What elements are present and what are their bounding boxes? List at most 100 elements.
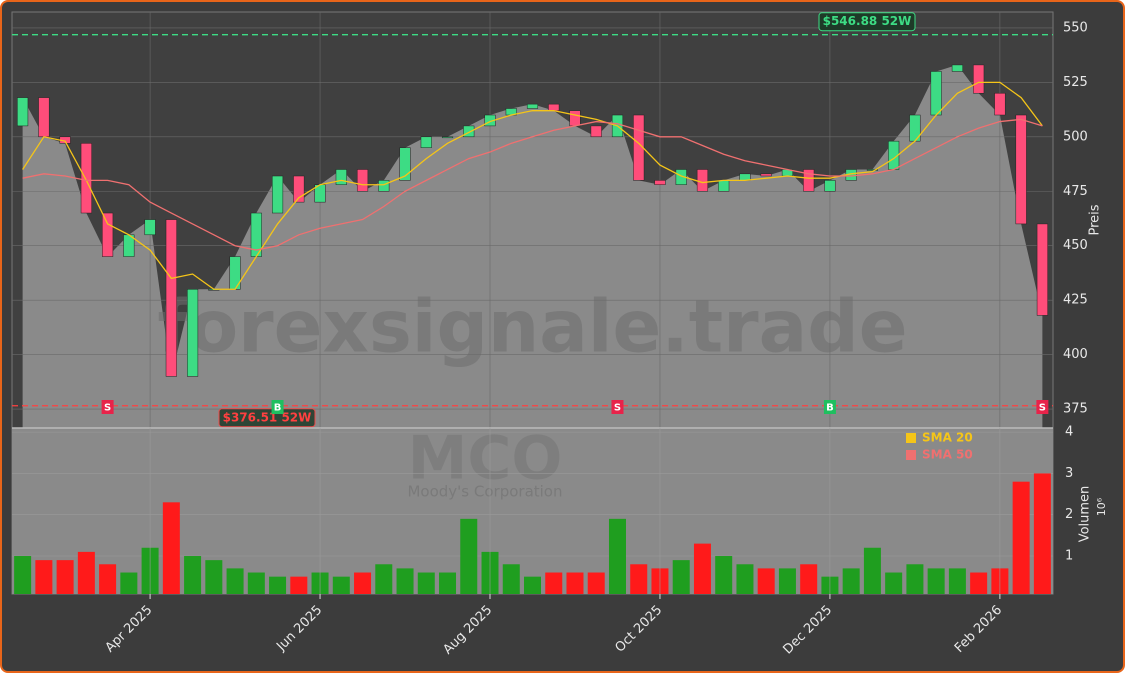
candle-body: [1015, 114, 1027, 225]
annotation-box: [818, 12, 916, 32]
candle-body: [356, 169, 369, 192]
candle-body: [1036, 223, 1048, 316]
volume-bar: [354, 572, 372, 594]
y-tick-label: 475: [1063, 184, 1088, 199]
annotation-label: $376.51 52W: [223, 410, 312, 424]
volume-bar: [587, 572, 605, 594]
volume-bar: [332, 576, 350, 594]
candle-body: [293, 175, 305, 203]
candle-body: [526, 103, 539, 109]
volume-bar: [99, 564, 117, 594]
candle-body: [718, 180, 730, 192]
volume-bar: [162, 502, 180, 594]
volume-bar: [226, 568, 244, 594]
candle-body: [272, 175, 284, 214]
y-tick-label: 1: [1065, 549, 1073, 564]
sma-line: [22, 81, 1043, 290]
legend-swatch: [906, 433, 916, 443]
candle-body: [441, 136, 454, 139]
volume-bar: [269, 576, 287, 594]
x-tick-label: Jun 2025: [273, 603, 325, 655]
signal-box: [611, 400, 624, 414]
signal-label: B: [274, 403, 282, 414]
annotation-box: [218, 408, 316, 428]
watermark: forexsignale.trade: [157, 285, 907, 369]
volume-bar: [842, 568, 860, 594]
volume-bar: [545, 572, 563, 594]
x-tick-label: Dec 2025: [781, 603, 836, 658]
signal-label: B: [826, 403, 834, 414]
candle-body: [696, 169, 709, 192]
candle-body: [144, 219, 156, 236]
volume-bar: [524, 576, 541, 594]
y-tick-label: 500: [1063, 129, 1088, 144]
y-axis-label: Preis: [1088, 204, 1103, 235]
volume-bar: [35, 560, 53, 594]
volume-bar: [247, 572, 265, 594]
volume-bar: [757, 568, 775, 594]
y-axis-label: Volumen: [1078, 486, 1093, 543]
candle-body: [569, 110, 581, 127]
signal-label: S: [104, 403, 111, 414]
volume-bar: [566, 572, 584, 594]
annotation-label: $546.88 52W: [823, 14, 912, 28]
candle-body: [165, 219, 177, 377]
volume-bar: [184, 556, 202, 594]
volume-bar: [800, 564, 818, 594]
volume-bar: [396, 568, 414, 594]
candle-body: [335, 169, 347, 185]
legend-label: SMA 50: [922, 448, 973, 462]
y-tick-label: 400: [1063, 347, 1088, 362]
volume-bar: [290, 576, 308, 594]
candle-body: [38, 97, 50, 138]
candle-body: [633, 114, 645, 181]
volume-bar: [906, 564, 924, 594]
legend-swatch: [906, 450, 916, 460]
volume-bar: [1033, 473, 1051, 594]
y-tick-label: 2: [1065, 507, 1073, 522]
candle-body: [824, 180, 836, 192]
candle-body: [994, 92, 1006, 116]
volume-bar: [885, 572, 903, 594]
x-tick-label: Feb 2026: [952, 603, 1005, 656]
candle-body: [378, 180, 390, 192]
volume-bar: [417, 572, 435, 594]
signal-box: [101, 400, 114, 414]
volume-bar: [375, 564, 393, 594]
x-tick-label: Apr 2025: [103, 603, 156, 656]
volume-bar: [970, 572, 988, 594]
signal-box: [271, 400, 284, 414]
y-tick-label: 525: [1063, 75, 1088, 90]
volume-bar: [927, 568, 945, 594]
candle-body: [973, 64, 985, 94]
candle-body: [803, 169, 815, 192]
signal-label: S: [1039, 403, 1046, 414]
candle-body: [951, 64, 963, 72]
y-tick-label: 3: [1065, 466, 1073, 481]
candle-body: [548, 103, 560, 111]
volume-bar: [736, 564, 754, 594]
signal-label: S: [614, 403, 621, 414]
candle-body: [463, 125, 475, 138]
volume-bar: [1012, 481, 1030, 594]
volume-bar: [14, 556, 32, 594]
volume-bar: [120, 572, 138, 594]
candle-body: [930, 71, 942, 116]
candle-body: [760, 173, 772, 177]
volume-bar: [77, 551, 95, 594]
y-tick-label: 550: [1063, 20, 1088, 35]
candle-body: [17, 97, 29, 127]
signal-box: [823, 400, 836, 414]
volume-bar: [863, 547, 881, 594]
volume-bar: [948, 568, 966, 594]
candle-body: [399, 147, 411, 181]
volume-bar: [205, 560, 223, 594]
volume-bar: [502, 564, 520, 594]
y-axis-multiplier: 10⁶: [1095, 497, 1108, 516]
sma-line: [22, 118, 1043, 251]
volume-bar: [693, 543, 711, 594]
price-area: [22, 64, 1043, 428]
volume-bar: [630, 564, 648, 594]
